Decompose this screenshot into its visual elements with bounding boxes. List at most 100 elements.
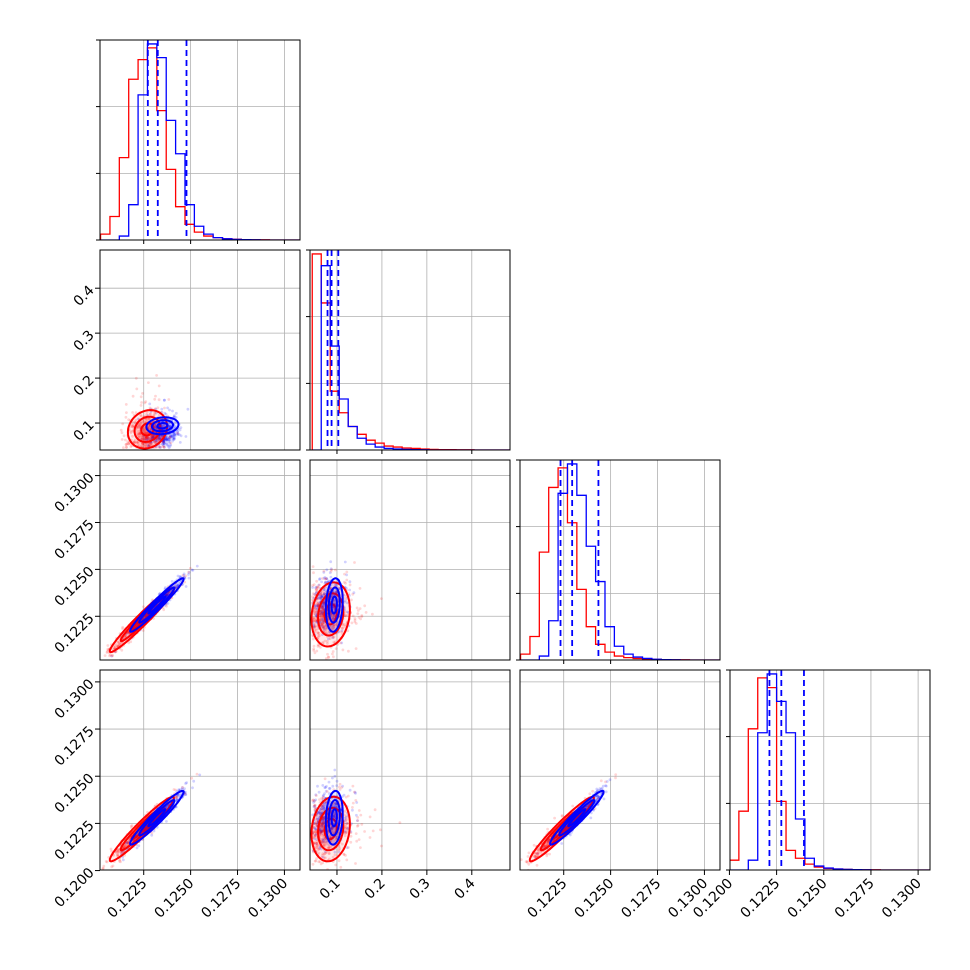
sample-point-red: [138, 431, 142, 435]
sample-point-blue: [172, 415, 176, 419]
sample-point-red: [313, 803, 317, 807]
sample-point-blue: [175, 585, 178, 589]
sample-point-blue: [174, 416, 178, 419]
sample-point-blue: [321, 595, 324, 598]
sample-point-red: [311, 595, 314, 599]
sample-point-red: [149, 437, 153, 440]
sample-point-red: [351, 784, 355, 788]
sample-point-red: [151, 435, 155, 439]
sample-point-red: [315, 600, 319, 604]
sample-point-red: [124, 442, 128, 446]
sample-point-blue: [335, 779, 339, 783]
sample-point-blue: [334, 583, 338, 587]
sample-point-red: [321, 577, 324, 580]
sample-point-red: [145, 436, 149, 439]
sample-point-red: [329, 569, 333, 573]
sample-point-blue: [155, 439, 159, 442]
sample-point-blue: [168, 439, 172, 442]
sample-point-blue: [330, 625, 334, 628]
sample-point-blue: [153, 440, 156, 444]
sample-point-blue: [176, 430, 180, 434]
sample-point-red: [360, 615, 364, 618]
sample-point-blue: [172, 437, 176, 441]
sample-point-blue: [321, 604, 325, 607]
sample-point-blue: [166, 602, 170, 605]
sample-point-blue: [608, 778, 612, 782]
sample-point-blue: [317, 596, 320, 600]
sample-point-red: [363, 830, 366, 833]
sample-point-red: [124, 443, 128, 446]
sample-point-red: [347, 846, 350, 849]
sample-point-red: [137, 423, 141, 427]
sample-point-blue: [143, 436, 147, 440]
sample-point-red: [321, 861, 325, 865]
sample-point-red: [312, 571, 315, 575]
sample-point-red: [325, 790, 329, 793]
sample-point-red: [143, 401, 147, 405]
sample-point-red: [379, 828, 382, 832]
sample-point-red: [116, 644, 119, 647]
sample-point-red: [131, 434, 134, 438]
sample-point-red: [106, 644, 110, 647]
sample-point-red: [131, 424, 135, 427]
sample-point-blue: [320, 611, 323, 615]
sample-point-blue: [177, 582, 181, 586]
sample-point-red: [143, 443, 146, 447]
sample-point-blue: [332, 627, 336, 630]
sample-point-red: [144, 400, 148, 403]
sample-point-red: [137, 435, 141, 439]
sample-point-red: [312, 616, 316, 620]
sample-point-blue: [348, 788, 352, 792]
sample-point-red: [157, 398, 161, 402]
sample-point-blue: [167, 438, 171, 441]
hist-panel-p0: [96, 39, 301, 241]
sample-point-blue: [329, 560, 333, 564]
sample-point-blue: [163, 398, 166, 402]
sample-point-red: [145, 431, 149, 435]
sample-point-red: [135, 441, 139, 445]
sample-point-red: [148, 417, 151, 421]
sample-point-blue: [315, 620, 318, 624]
sample-point-red: [371, 829, 375, 833]
sample-point-red: [139, 404, 143, 407]
sample-point-red: [120, 431, 124, 435]
sample-point-blue: [323, 786, 327, 789]
sample-point-red: [169, 441, 173, 445]
sample-point-red: [133, 438, 137, 442]
sample-point-red: [330, 568, 334, 571]
sample-point-blue: [311, 586, 314, 589]
sample-point-blue: [348, 588, 351, 592]
sample-point-blue: [604, 784, 607, 787]
sample-point-red: [315, 857, 318, 861]
sample-point-red: [141, 392, 144, 395]
sample-point-red: [146, 443, 150, 447]
sample-point-red: [163, 423, 166, 427]
sample-point-red: [133, 420, 137, 424]
sample-point-blue: [323, 592, 326, 595]
sample-point-red: [156, 438, 159, 441]
sample-point-red: [320, 606, 324, 610]
sample-point-red: [144, 444, 148, 448]
sample-point-red: [353, 561, 356, 564]
sample-point-blue: [323, 627, 326, 630]
sample-point-red: [113, 646, 117, 649]
sample-point-red: [591, 789, 594, 793]
sample-point-blue: [340, 629, 344, 633]
sample-point-blue: [168, 436, 171, 439]
sample-point-blue: [171, 435, 175, 438]
sample-point-blue: [322, 588, 326, 592]
sample-point-red: [190, 776, 194, 780]
sample-point-red: [141, 428, 145, 432]
sample-point-red: [312, 617, 315, 621]
sample-point-blue: [163, 586, 167, 590]
sample-point-red: [160, 435, 164, 438]
sample-point-red: [334, 590, 338, 594]
sample-point-red: [141, 629, 145, 632]
sample-point-red: [353, 617, 357, 620]
sample-point-red: [316, 663, 319, 666]
sample-point-blue: [170, 435, 174, 438]
sample-point-red: [111, 864, 115, 868]
sample-point-red: [360, 614, 364, 617]
sample-point-red: [313, 619, 317, 623]
sample-point-red: [139, 414, 143, 418]
